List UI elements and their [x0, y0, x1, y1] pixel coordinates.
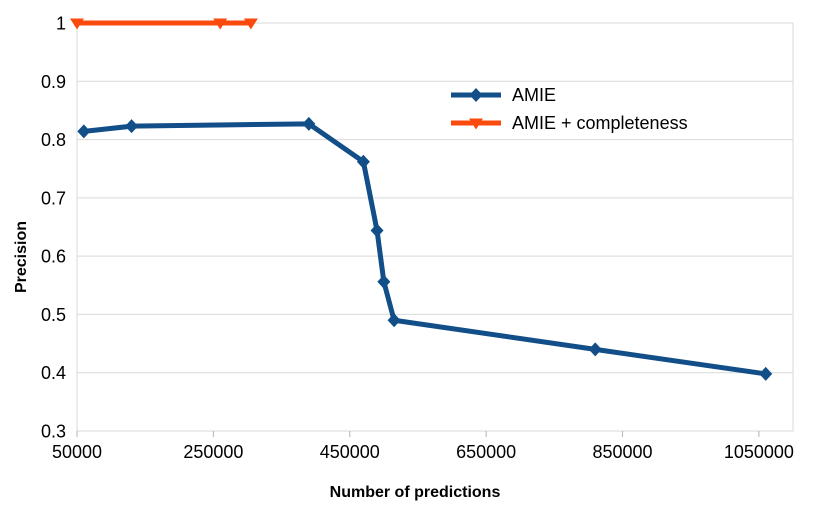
legend-diamond-icon	[469, 88, 483, 102]
legend-item-amie: AMIE	[450, 81, 688, 109]
y-tick-label: 0.9	[41, 72, 66, 92]
data-point-marker	[125, 119, 139, 134]
x-tick-label: 50000	[52, 442, 102, 462]
x-tick-label: 450000	[320, 442, 380, 462]
data-point-marker	[588, 342, 602, 357]
data-point-marker	[70, 18, 84, 30]
data-point-marker	[759, 366, 773, 381]
y-tick-label: 0.3	[41, 422, 66, 442]
y-tick-label: 0.6	[41, 247, 66, 267]
data-point-marker	[77, 124, 91, 139]
y-tick-label: 0.8	[41, 130, 66, 150]
x-tick-label: 250000	[183, 442, 243, 462]
legend-label-amie-completeness: AMIE + completeness	[512, 112, 688, 133]
y-tick-label: 0.5	[41, 305, 66, 325]
x-axis-title: Number of predictions	[329, 484, 501, 501]
data-point-marker	[377, 274, 391, 289]
data-point-marker	[302, 116, 316, 131]
data-point-marker	[370, 223, 384, 238]
data-point-marker	[243, 18, 258, 30]
y-tick-label: 0.7	[41, 188, 66, 208]
legend-triangle-down-icon	[469, 118, 483, 130]
data-point-marker	[213, 18, 228, 30]
legend: AMIE AMIE + completeness	[450, 81, 688, 137]
y-tick-label: 1	[56, 14, 66, 34]
legend-sample-amie	[451, 88, 501, 102]
x-tick-label: 650000	[456, 442, 516, 462]
legend-label-amie: AMIE	[512, 84, 557, 105]
data-point-marker	[387, 313, 401, 328]
x-tick-label: 850000	[592, 442, 652, 462]
y-tick-label: 0.4	[41, 363, 66, 383]
x-tick-label: 1050000	[724, 442, 794, 462]
legend-sample-amie-completeness	[451, 118, 501, 130]
y-axis-title: Precision	[13, 220, 30, 294]
legend-item-amie-completeness: AMIE + completeness	[450, 109, 688, 137]
series-line-0	[81, 121, 769, 377]
data-point-marker	[356, 154, 370, 169]
